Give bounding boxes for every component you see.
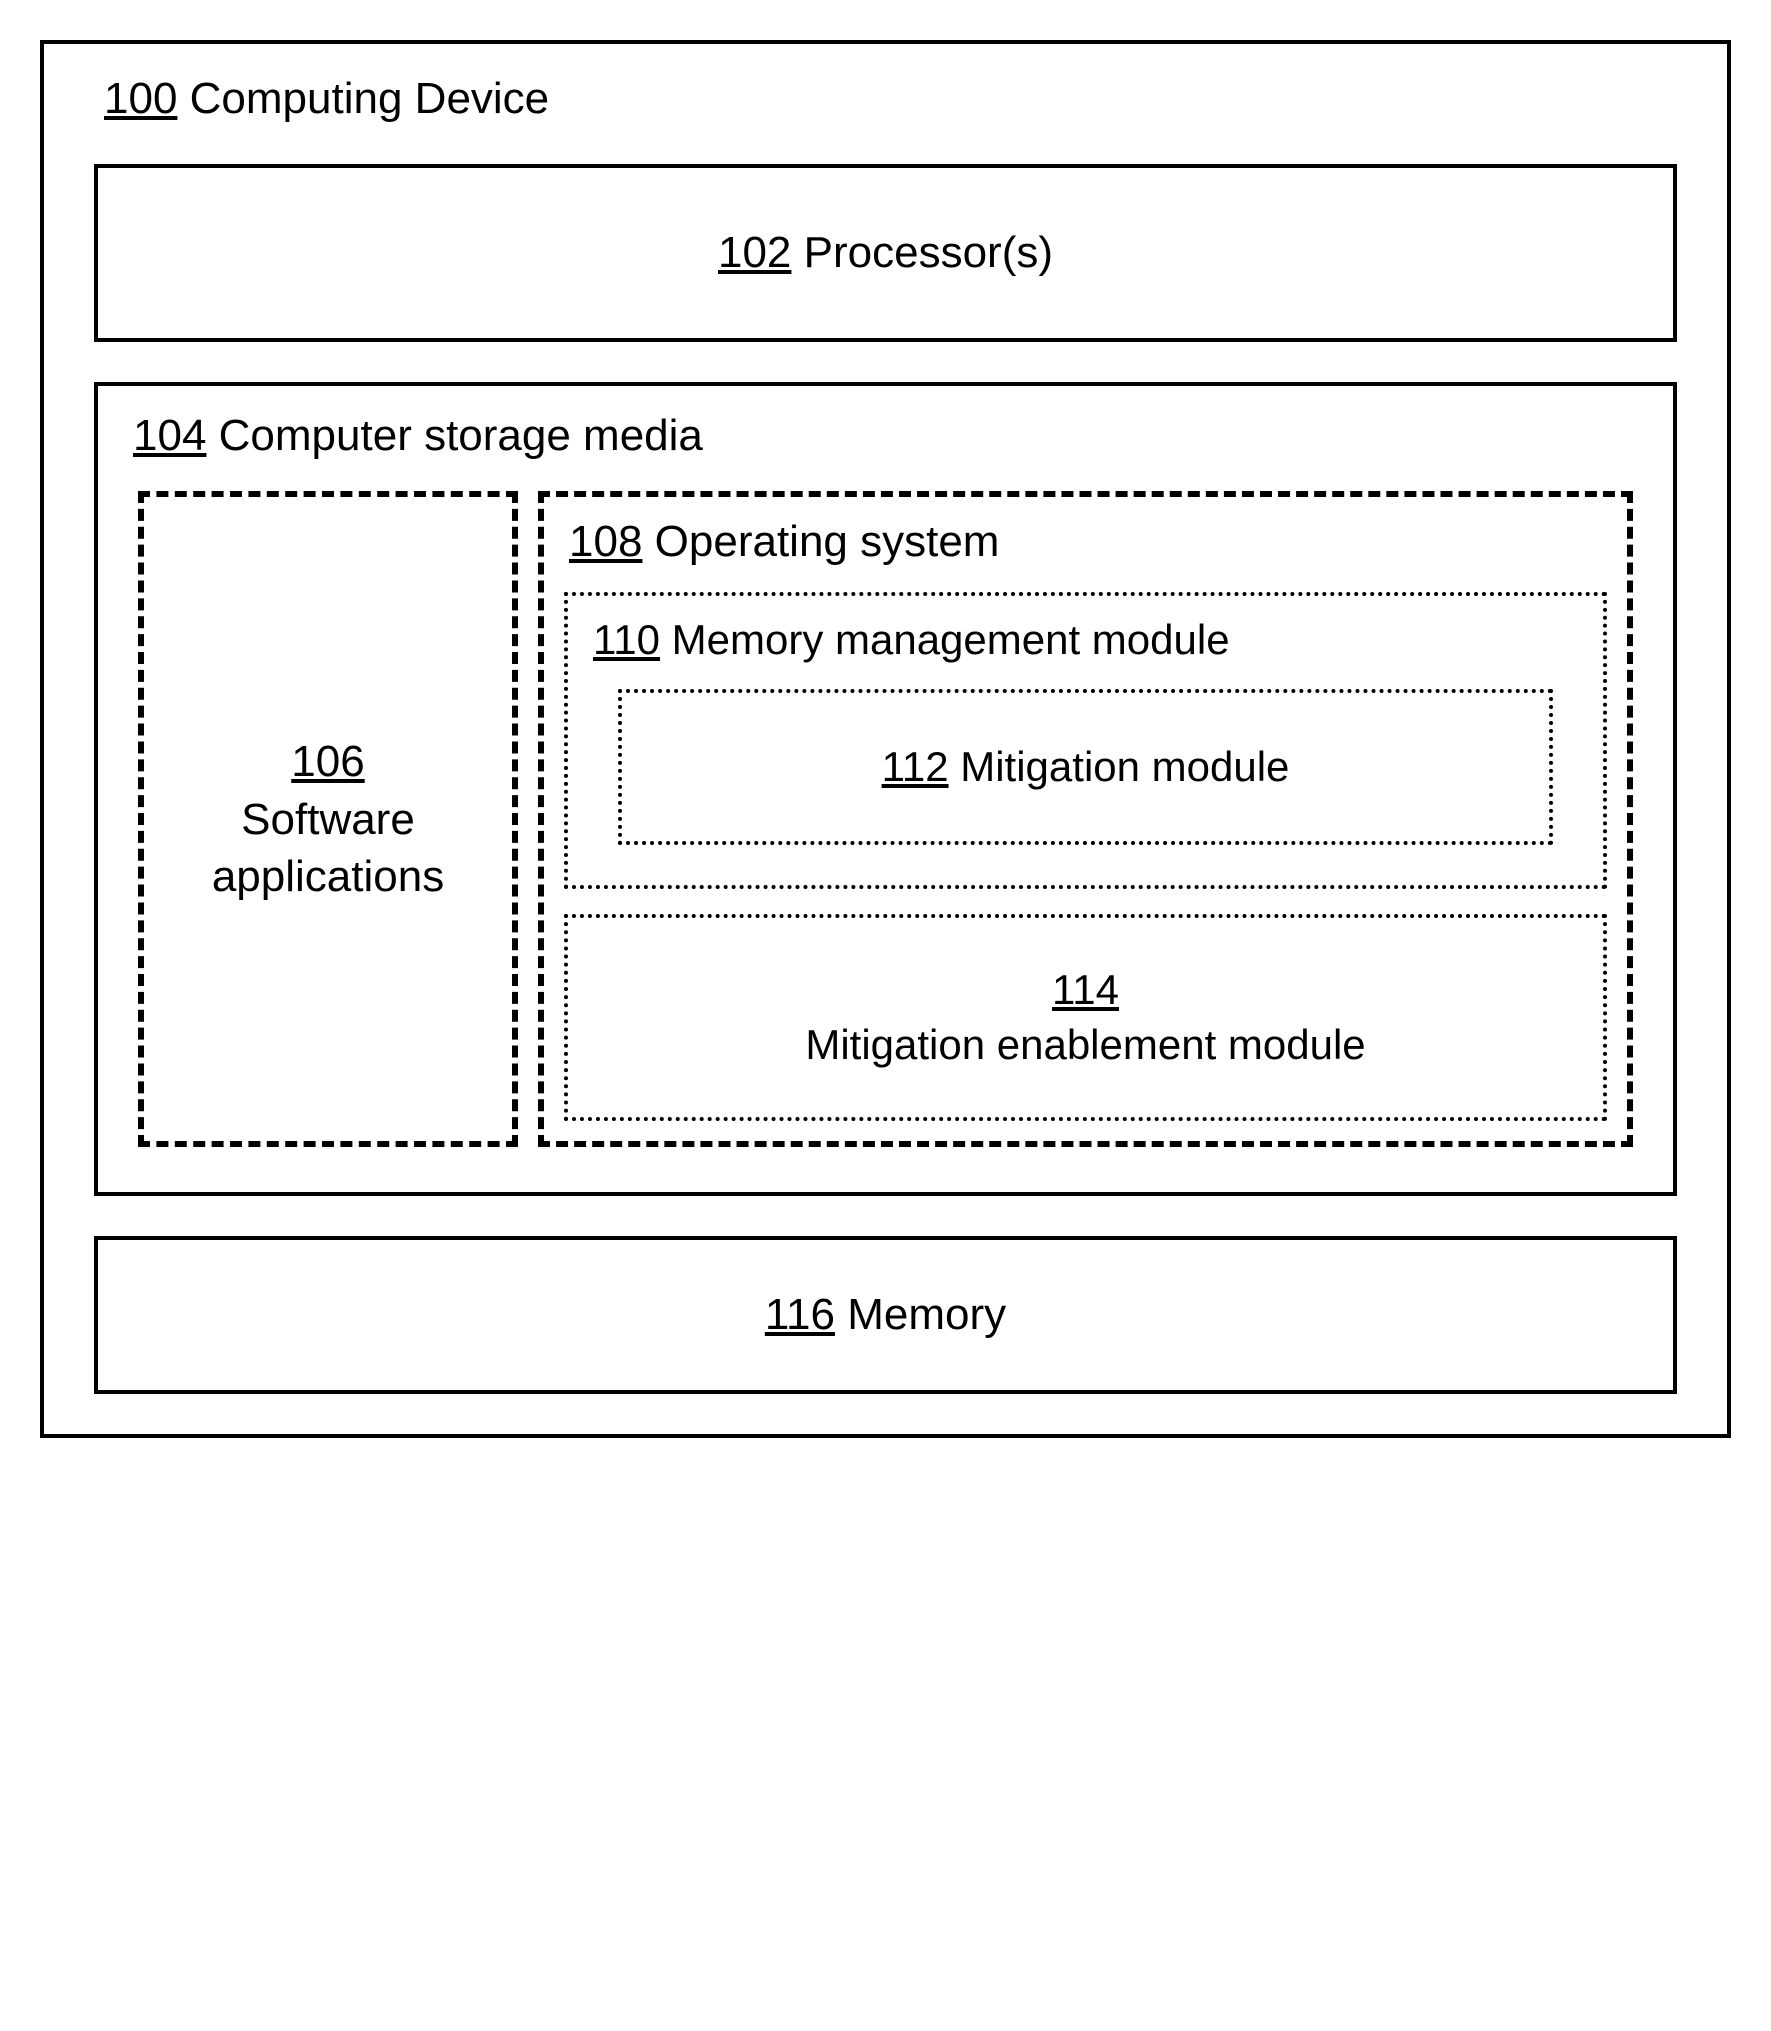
label-114: Mitigation enablement module bbox=[805, 1021, 1365, 1068]
label-104: Computer storage media bbox=[219, 411, 703, 460]
ref-112: 112 bbox=[882, 743, 949, 790]
storage-box: 104 Computer storage media 106 Software … bbox=[94, 382, 1677, 1196]
label-108: Operating system bbox=[655, 517, 1000, 566]
ref-106: 106 bbox=[291, 737, 364, 786]
label-106-line2: applications bbox=[212, 852, 444, 901]
operating-system-box: 108 Operating system 110 Memory manageme… bbox=[538, 491, 1633, 1147]
label-106-line1: Software bbox=[241, 795, 415, 844]
memory-box: 116 Memory bbox=[94, 1236, 1677, 1394]
ref-114: 114 bbox=[1052, 966, 1119, 1013]
mitigation-module-box: 112 Mitigation module bbox=[618, 689, 1553, 845]
ref-102: 102 bbox=[718, 228, 791, 277]
computing-device-title: 100 Computing Device bbox=[94, 74, 1677, 124]
label-116: Memory bbox=[847, 1290, 1006, 1339]
ref-110: 110 bbox=[593, 616, 660, 663]
label-110: Memory management module bbox=[672, 616, 1230, 663]
label-102: Processor(s) bbox=[804, 228, 1053, 277]
ref-100: 100 bbox=[104, 74, 177, 123]
computing-device-box: 100 Computing Device 102 Processor(s) 10… bbox=[40, 40, 1731, 1438]
software-applications-box: 106 Software applications bbox=[138, 491, 518, 1147]
ref-104: 104 bbox=[133, 411, 206, 460]
label-100: Computing Device bbox=[190, 74, 550, 123]
ref-116: 116 bbox=[765, 1290, 835, 1339]
mitigation-enablement-box: 114 Mitigation enablement module bbox=[564, 914, 1607, 1121]
memory-management-box: 110 Memory management module 112 Mitigat… bbox=[564, 592, 1607, 889]
storage-inner-row: 106 Software applications 108 Operating … bbox=[128, 491, 1643, 1167]
ref-108: 108 bbox=[569, 517, 642, 566]
processor-box: 102 Processor(s) bbox=[94, 164, 1677, 342]
label-112: Mitigation module bbox=[960, 743, 1289, 790]
